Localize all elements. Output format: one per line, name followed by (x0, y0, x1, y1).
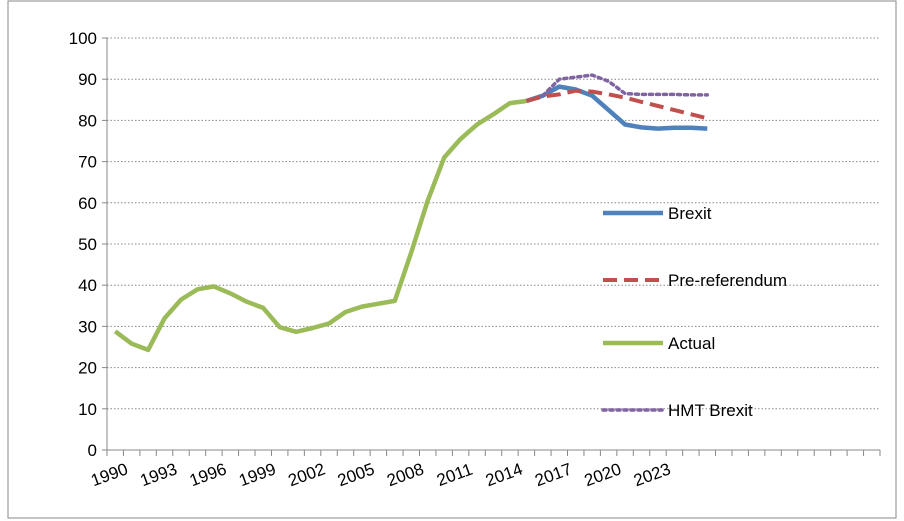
series-line (541, 73, 710, 98)
legend-label: Pre-referendum (668, 271, 787, 290)
series-line (525, 88, 708, 121)
y-tick-label: 20 (78, 359, 97, 378)
legend-label: HMT Brexit (668, 401, 753, 420)
series-line (525, 84, 708, 131)
y-tick-label: 30 (78, 317, 97, 336)
y-tick-label: 40 (78, 276, 97, 295)
series-line (113, 98, 527, 353)
y-tick-label: 0 (88, 441, 97, 460)
chart-border (7, 0, 897, 519)
y-tick-label: 100 (69, 29, 97, 48)
y-tick-label: 50 (78, 235, 97, 254)
legend-label: Actual (668, 334, 715, 353)
y-tick-label: 70 (78, 153, 97, 172)
y-tick-label: 80 (78, 111, 97, 130)
y-tick-label: 10 (78, 400, 97, 419)
y-tick-label: 60 (78, 194, 97, 213)
legend-label: Brexit (668, 204, 712, 223)
y-tick-label: 90 (78, 70, 97, 89)
